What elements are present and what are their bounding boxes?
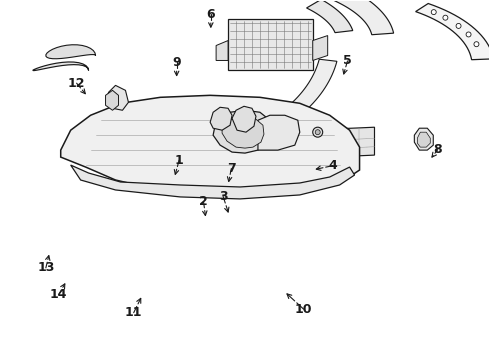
Polygon shape (307, 0, 353, 33)
Polygon shape (232, 106, 256, 132)
Polygon shape (417, 132, 430, 147)
Polygon shape (213, 110, 272, 153)
Text: 3: 3 (219, 190, 227, 203)
Text: 6: 6 (206, 8, 215, 21)
Polygon shape (71, 165, 355, 199)
Polygon shape (33, 62, 89, 71)
Text: 1: 1 (175, 154, 183, 167)
Polygon shape (416, 4, 490, 60)
Circle shape (313, 127, 323, 137)
Text: 12: 12 (68, 77, 85, 90)
Polygon shape (105, 90, 119, 110)
Polygon shape (61, 95, 360, 195)
Circle shape (474, 42, 479, 47)
Polygon shape (106, 85, 128, 110)
Text: 5: 5 (343, 54, 352, 67)
Polygon shape (46, 45, 96, 59)
Text: 10: 10 (295, 303, 312, 316)
Polygon shape (222, 117, 264, 148)
Text: 2: 2 (199, 195, 208, 208)
Polygon shape (219, 102, 238, 122)
Polygon shape (155, 112, 374, 157)
Polygon shape (228, 19, 313, 71)
Text: 9: 9 (172, 56, 181, 69)
Circle shape (443, 15, 448, 20)
Polygon shape (216, 41, 228, 60)
Text: 7: 7 (227, 162, 236, 175)
Polygon shape (210, 107, 232, 130)
Polygon shape (313, 36, 328, 60)
Circle shape (431, 10, 436, 15)
Polygon shape (332, 0, 393, 35)
Polygon shape (264, 59, 337, 132)
Text: 14: 14 (50, 288, 67, 301)
Circle shape (315, 130, 320, 135)
Text: 4: 4 (328, 159, 337, 172)
Circle shape (456, 23, 461, 28)
Polygon shape (415, 128, 433, 150)
Text: 11: 11 (125, 306, 143, 319)
Polygon shape (258, 115, 300, 150)
Text: 8: 8 (434, 143, 442, 156)
Circle shape (466, 32, 471, 37)
Text: 13: 13 (37, 261, 54, 274)
